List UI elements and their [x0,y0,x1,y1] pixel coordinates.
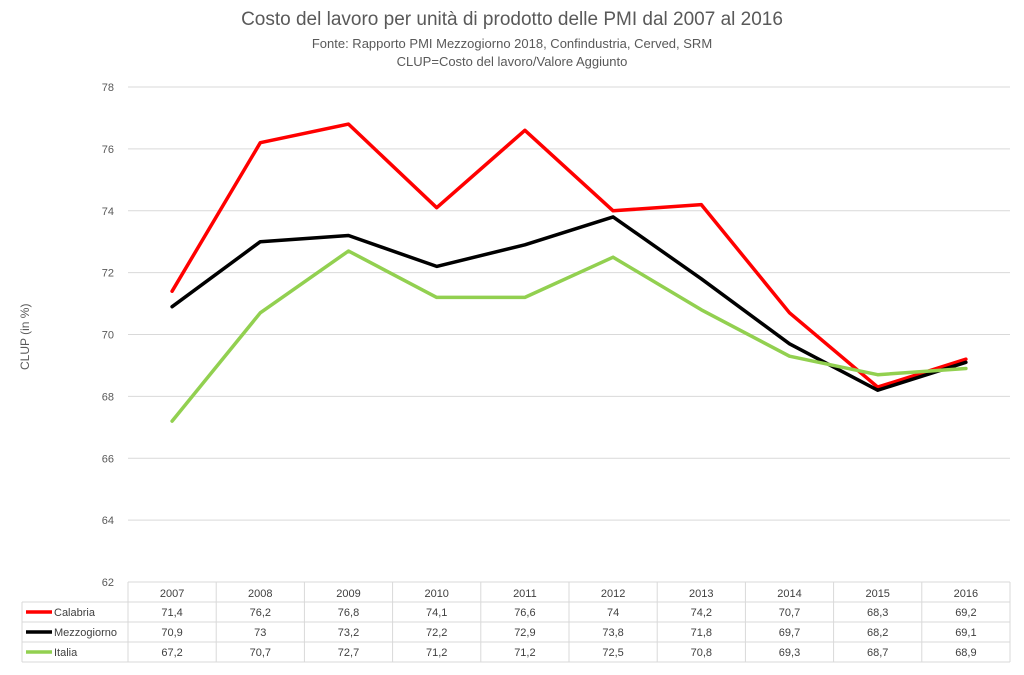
x-tick-label-2015: 2015 [865,588,889,600]
legend-label-calabria: Calabria [54,607,96,619]
series-line-italia [170,249,968,423]
table-value-calabria-2012: 74 [607,607,619,619]
table-value-calabria-2014: 70,7 [779,607,800,619]
table-value-mezzogiorno-2007: 70,9 [161,627,182,639]
y-tick-label-66: 66 [102,453,114,465]
table-value-mezzogiorno-2014: 69,7 [779,627,800,639]
x-tick-label-2011: 2011 [513,588,537,600]
table-value-italia-2007: 67,2 [161,647,182,659]
table-value-mezzogiorno-2013: 71,8 [691,627,712,639]
x-tick-label-2010: 2010 [424,588,448,600]
chart-subtitle-source: Fonte: Rapporto PMI Mezzogiorno 2018, Co… [311,36,713,51]
table-value-calabria-2010: 74,1 [426,607,447,619]
table-value-italia-2012: 72,5 [602,647,623,659]
x-tick-label-2016: 2016 [954,588,978,600]
table-value-calabria-2011: 76,6 [514,607,535,619]
table-value-italia-2010: 71,2 [426,647,447,659]
x-tick-label-2007: 2007 [160,588,184,600]
table-value-italia-2013: 70,8 [691,647,712,659]
chart-title: Costo del lavoro per unità di prodotto d… [241,9,783,30]
table-value-calabria-2015: 68,3 [867,607,888,619]
y-tick-label-64: 64 [102,515,114,527]
table-value-italia-2009: 72,7 [338,647,359,659]
table-value-mezzogiorno-2008: 73 [254,627,266,639]
y-tick-label-68: 68 [102,391,114,403]
y-tick-label-78: 78 [102,82,114,94]
x-tick-label-2009: 2009 [336,588,360,600]
x-tick-label-2013: 2013 [689,588,713,600]
table-value-calabria-2016: 69,2 [955,607,976,619]
y-tick-label-70: 70 [102,330,114,342]
legend-label-italia: Italia [54,647,78,659]
y-tick-label-76: 76 [102,144,114,156]
series-line-calabria [170,122,968,389]
x-tick-label-2008: 2008 [248,588,272,600]
legend-label-mezzogiorno: Mezzogiorno [54,627,117,639]
table-value-mezzogiorno-2016: 69,1 [955,627,976,639]
table-value-italia-2014: 69,3 [779,647,800,659]
table-value-calabria-2008: 76,2 [250,607,271,619]
x-tick-label-2012: 2012 [601,588,625,600]
table-value-mezzogiorno-2011: 72,9 [514,627,535,639]
table-value-mezzogiorno-2015: 68,2 [867,627,888,639]
table-value-italia-2016: 68,9 [955,647,976,659]
table-value-italia-2015: 68,7 [867,647,888,659]
table-value-mezzogiorno-2010: 72,2 [426,627,447,639]
series-line-mezzogiorno [170,215,968,392]
table-value-mezzogiorno-2012: 73,8 [602,627,623,639]
table-value-italia-2008: 70,7 [250,647,271,659]
table-value-calabria-2013: 74,2 [691,607,712,619]
table-value-calabria-2009: 76,8 [338,607,359,619]
chart-subtitle-definition: CLUP=Costo del lavoro/Valore Aggiunto [396,54,628,69]
y-tick-label-72: 72 [102,268,114,280]
y-tick-label-62: 62 [102,577,114,589]
table-value-calabria-2007: 71,4 [161,607,182,619]
table-value-mezzogiorno-2009: 73,2 [338,627,359,639]
table-value-italia-2011: 71,2 [514,647,535,659]
y-tick-label-74: 74 [102,206,114,218]
x-tick-label-2014: 2014 [777,588,801,600]
